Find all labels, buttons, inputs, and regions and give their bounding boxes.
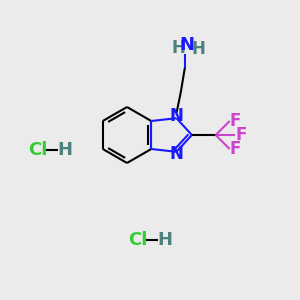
Text: H: H bbox=[172, 39, 186, 57]
Text: Cl: Cl bbox=[128, 231, 147, 249]
Text: N: N bbox=[169, 107, 183, 125]
Text: N: N bbox=[179, 36, 194, 54]
Text: F: F bbox=[236, 126, 247, 144]
Text: H: H bbox=[192, 40, 206, 58]
Text: H: H bbox=[58, 141, 73, 159]
Text: H: H bbox=[158, 231, 172, 249]
Text: F: F bbox=[230, 140, 241, 158]
Text: F: F bbox=[230, 112, 241, 130]
Text: Cl: Cl bbox=[28, 141, 47, 159]
Text: N: N bbox=[169, 145, 183, 163]
